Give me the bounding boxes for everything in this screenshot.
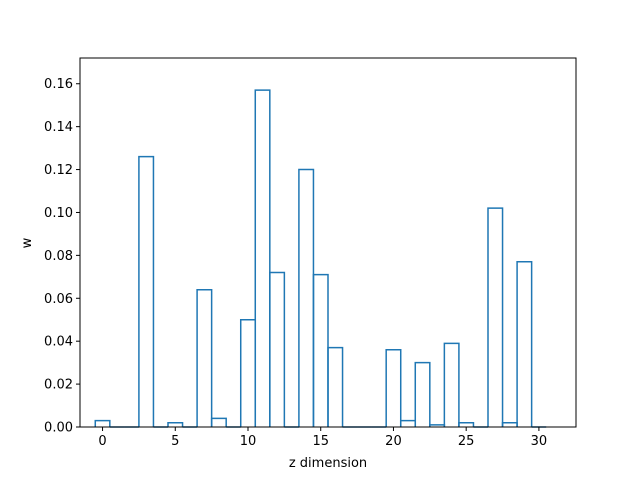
y-tick-label: 0.12 xyxy=(44,163,73,178)
y-tick-label: 0.14 xyxy=(44,120,73,135)
y-axis-label: w xyxy=(20,237,35,248)
histogram-bar xyxy=(254,89,271,427)
y-tick-label: 0.10 xyxy=(44,206,73,221)
y-tick-label: 0.08 xyxy=(44,249,73,264)
histogram-bar xyxy=(487,207,504,427)
y-tick-label: 0.02 xyxy=(44,378,73,393)
y-tick-label: 0.06 xyxy=(44,292,73,307)
histogram-bar xyxy=(239,318,257,427)
histogram-bar xyxy=(312,273,329,427)
x-tick-label: 30 xyxy=(531,434,548,449)
histogram-bar xyxy=(385,349,402,427)
y-axis-ticks: 0.00 0.02 0.04 0.06 0.08 0.10 0.12 0.14 0.16 xyxy=(44,77,80,436)
histogram-bar xyxy=(458,421,475,427)
histogram-bar xyxy=(138,155,155,427)
histogram-bar xyxy=(210,417,227,427)
x-axis-label: z dimension xyxy=(289,456,367,471)
y-tick-label: 0.16 xyxy=(44,77,73,92)
x-tick-label: 5 xyxy=(171,434,179,449)
x-tick-label: 25 xyxy=(458,434,475,449)
histogram-bar xyxy=(269,271,286,427)
x-axis-ticks: 0 5 10 15 20 25 30 xyxy=(98,427,547,449)
x-tick-label: 0 xyxy=(98,434,106,449)
histogram-bar xyxy=(516,261,533,427)
histogram-bar xyxy=(196,288,213,427)
histogram-bar xyxy=(94,419,111,427)
y-tick-label: 0.00 xyxy=(44,421,73,436)
histogram-bar xyxy=(167,421,184,427)
plot-frame xyxy=(79,57,577,428)
histogram-bar xyxy=(399,419,417,427)
histogram-bar xyxy=(501,421,518,427)
x-tick-label: 20 xyxy=(385,434,402,449)
histogram-bar xyxy=(414,361,431,427)
histogram-bar xyxy=(443,342,460,427)
y-tick-label: 0.04 xyxy=(44,335,73,350)
x-tick-label: 15 xyxy=(312,434,329,449)
histogram-bars xyxy=(94,89,547,428)
histogram-bar xyxy=(298,168,315,427)
x-tick-label: 10 xyxy=(240,434,257,449)
histogram-bar xyxy=(327,346,344,427)
